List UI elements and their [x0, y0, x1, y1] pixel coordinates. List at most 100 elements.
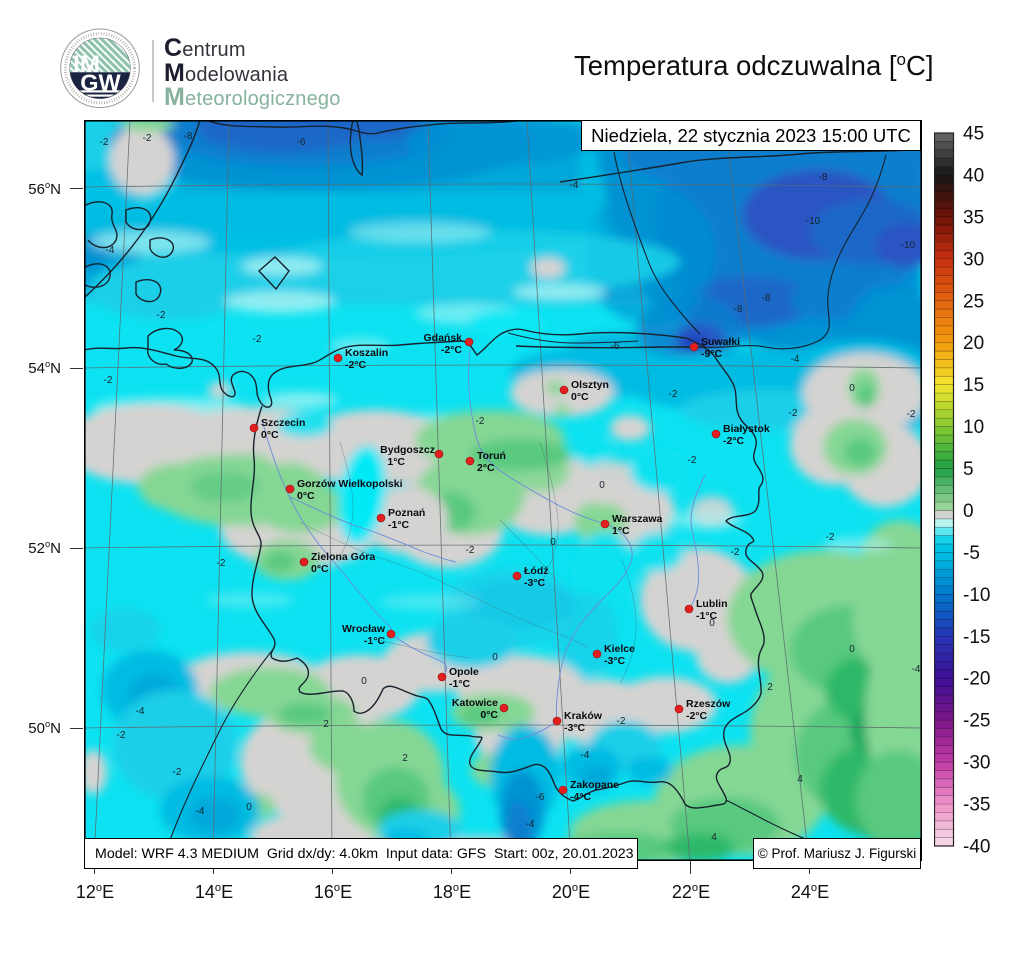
svg-text:-2: -2: [617, 716, 626, 727]
svg-text:0°C: 0°C: [261, 429, 279, 441]
svg-text:-4: -4: [196, 806, 205, 817]
svg-text:Kraków: Kraków: [564, 710, 603, 722]
svg-text:-4: -4: [106, 245, 115, 256]
svg-text:IM: IM: [73, 51, 100, 78]
svg-text:Szczecin: Szczecin: [261, 417, 305, 429]
svg-text:-6: -6: [297, 137, 306, 148]
svg-text:5: 5: [963, 459, 974, 480]
svg-text:Zakopane: Zakopane: [570, 779, 619, 791]
svg-text:-4°C: -4°C: [570, 791, 592, 803]
svg-text:Olsztyn: Olsztyn: [571, 379, 609, 391]
svg-text:2: 2: [323, 719, 329, 730]
svg-text:-1°C: -1°C: [449, 678, 471, 690]
svg-text:-10: -10: [963, 585, 990, 606]
svg-text:0: 0: [849, 644, 855, 655]
svg-text:Bydgoszcz: Bydgoszcz: [380, 444, 435, 456]
svg-text:2: 2: [767, 682, 773, 693]
svg-text:-4: -4: [581, 750, 590, 761]
svg-text:-35: -35: [963, 795, 990, 816]
svg-text:-2: -2: [173, 767, 182, 778]
svg-text:-4: -4: [570, 180, 579, 191]
svg-text:Kielce: Kielce: [604, 643, 635, 655]
svg-text:-1°C: -1°C: [364, 635, 386, 647]
svg-text:-2: -2: [104, 375, 113, 386]
svg-text:0: 0: [492, 652, 498, 663]
svg-text:Poznań: Poznań: [388, 507, 425, 519]
svg-text:20: 20: [963, 333, 984, 354]
svg-text:-8: -8: [819, 172, 828, 183]
svg-text:0: 0: [963, 501, 974, 522]
svg-text:10: 10: [963, 417, 984, 438]
svg-text:Gdańsk: Gdańsk: [423, 332, 462, 344]
svg-text:1°C: 1°C: [612, 525, 630, 537]
svg-text:-2°C: -2°C: [723, 435, 745, 447]
svg-text:4: 4: [797, 774, 803, 785]
svg-text:-1°C: -1°C: [388, 519, 410, 531]
svg-text:1°C: 1°C: [387, 456, 405, 468]
svg-text:Katowice: Katowice: [452, 697, 498, 709]
svg-text:0: 0: [361, 676, 367, 687]
svg-text:-2°C: -2°C: [441, 344, 463, 356]
svg-text:-3°C: -3°C: [604, 655, 626, 667]
svg-text:-2: -2: [826, 532, 835, 543]
svg-text:Łódź: Łódź: [524, 565, 549, 577]
svg-text:-4: -4: [526, 819, 535, 830]
svg-text:35: 35: [963, 207, 984, 228]
svg-text:-8: -8: [762, 293, 771, 304]
svg-text:-1°C: -1°C: [696, 610, 718, 622]
svg-text:Białystok: Białystok: [723, 423, 770, 435]
svg-text:-4: -4: [136, 706, 145, 717]
svg-text:2: 2: [402, 753, 408, 764]
svg-text:0°C: 0°C: [297, 490, 315, 502]
svg-text:-2: -2: [100, 137, 109, 148]
svg-text:-2: -2: [143, 133, 152, 144]
svg-text:-2: -2: [466, 545, 475, 556]
svg-text:-3°C: -3°C: [524, 577, 546, 589]
svg-text:Lublin: Lublin: [696, 598, 728, 610]
svg-text:GW: GW: [80, 70, 121, 96]
svg-text:Rzeszów: Rzeszów: [686, 698, 731, 710]
svg-text:-10: -10: [806, 216, 821, 227]
svg-text:0: 0: [246, 802, 252, 813]
svg-text:0: 0: [550, 537, 556, 548]
svg-text:25: 25: [963, 291, 984, 312]
svg-text:-2: -2: [789, 408, 798, 419]
svg-text:40: 40: [963, 165, 984, 186]
svg-text:-8: -8: [184, 131, 193, 142]
svg-text:-2: -2: [907, 409, 916, 420]
svg-text:-2: -2: [669, 389, 678, 400]
svg-text:-2°C: -2°C: [686, 710, 708, 722]
svg-text:-4: -4: [791, 354, 800, 365]
svg-text:Wrocław: Wrocław: [342, 623, 386, 635]
svg-text:-20: -20: [963, 669, 990, 690]
svg-text:-2: -2: [731, 547, 740, 558]
svg-text:0: 0: [849, 383, 855, 394]
svg-text:0°C: 0°C: [311, 563, 329, 575]
svg-text:Warszawa: Warszawa: [612, 513, 663, 525]
svg-text:-4: -4: [912, 664, 921, 675]
svg-text:-30: -30: [963, 753, 990, 774]
svg-text:-2: -2: [157, 310, 166, 321]
svg-text:-9°C: -9°C: [701, 348, 723, 360]
svg-text:30: 30: [963, 249, 984, 270]
svg-text:-8: -8: [734, 304, 743, 315]
svg-text:0: 0: [709, 618, 715, 629]
svg-text:0°C: 0°C: [480, 709, 498, 721]
svg-text:-3°C: -3°C: [564, 722, 586, 734]
svg-text:Suwałki: Suwałki: [701, 336, 740, 348]
svg-text:-2°C: -2°C: [345, 359, 367, 371]
svg-text:-2: -2: [476, 416, 485, 427]
svg-text:-15: -15: [963, 627, 990, 648]
svg-text:0: 0: [599, 480, 605, 491]
svg-text:-2: -2: [117, 730, 126, 741]
svg-text:Zielona Góra: Zielona Góra: [311, 551, 375, 563]
svg-text:-40: -40: [963, 837, 990, 858]
svg-text:15: 15: [963, 375, 984, 396]
svg-text:-2: -2: [688, 455, 697, 466]
svg-text:45: 45: [963, 124, 984, 145]
svg-text:-25: -25: [963, 711, 990, 732]
svg-text:-10: -10: [901, 240, 916, 251]
svg-text:-6: -6: [611, 341, 620, 352]
svg-text:Opole: Opole: [449, 666, 479, 678]
svg-text:Koszalin: Koszalin: [345, 347, 388, 359]
